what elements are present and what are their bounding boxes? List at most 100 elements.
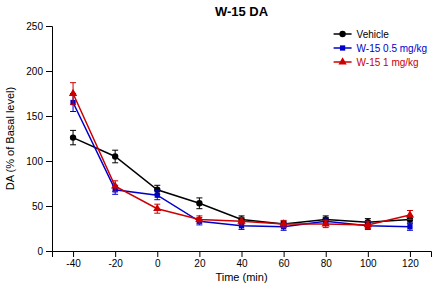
legend-label: W-15 0.5 mg/kg	[357, 43, 427, 54]
error-bar-cap	[112, 150, 118, 151]
y-tick-mark	[46, 71, 52, 72]
x-tick-label: 120	[402, 258, 419, 269]
x-tick: 0	[155, 251, 161, 269]
x-tick-mark	[284, 251, 285, 257]
x-tick-label: 100	[360, 258, 377, 269]
x-axis: -40-20020406080100120	[53, 251, 432, 269]
error-bar-cap	[407, 230, 413, 231]
x-tick-mark	[410, 251, 411, 257]
x-axis-title: Time (min)	[215, 271, 267, 283]
error-bar-cap	[323, 227, 329, 228]
y-tick: 150	[26, 111, 52, 122]
x-tick-label: -20	[108, 258, 123, 269]
series	[69, 83, 414, 229]
error-bar-cap	[323, 215, 329, 216]
y-tick-mark	[46, 161, 52, 162]
y-tick: 250	[26, 21, 52, 32]
error-bar-cap	[323, 217, 329, 218]
error-bar-cap	[239, 229, 245, 230]
error-bar-cap	[196, 197, 202, 198]
legend-label: W-15 1 mg/kg	[357, 57, 419, 68]
error-bar-cap	[112, 194, 118, 195]
error-bar-cap	[70, 82, 76, 83]
error-bar-cap	[112, 191, 118, 192]
error-bar	[112, 150, 118, 163]
error-bar-cap	[154, 190, 160, 191]
x-axis-line	[53, 252, 432, 258]
error-bar	[70, 130, 76, 144]
x-tick: 100	[360, 251, 377, 269]
error-bar-cap	[407, 223, 413, 224]
y-axis-line	[46, 27, 53, 252]
legend-item: W-15 1 mg/kg	[334, 57, 419, 68]
point	[155, 193, 160, 198]
x-tick-mark	[157, 251, 158, 257]
x-tick: 120	[402, 251, 419, 269]
chart-svg: -40-20020406080100120050100150200250Vehi…	[0, 0, 445, 287]
error-bar-cap	[70, 111, 76, 112]
x-tick-label: 0	[155, 258, 161, 269]
point	[195, 215, 203, 222]
error-bar-cap	[196, 208, 202, 209]
series-line	[73, 103, 410, 227]
series-line	[73, 94, 410, 225]
point	[406, 210, 414, 217]
y-tick-label: 200	[26, 66, 43, 77]
error-bar-cap	[196, 223, 202, 224]
error-bar-cap	[154, 213, 160, 214]
legend: Vehicle W-15 0.5 mg/kg W-15 1 mg/kg	[334, 29, 427, 68]
error-bar-cap	[281, 230, 287, 231]
y-tick: 50	[32, 201, 52, 212]
legend-swatch-marker	[340, 45, 345, 50]
x-tick: 60	[279, 251, 291, 269]
point	[69, 89, 77, 96]
legend-item: Vehicle	[334, 29, 390, 40]
point	[407, 224, 412, 229]
error-bar-cap	[70, 104, 76, 105]
y-tick-mark	[46, 116, 52, 117]
y-tick-mark	[46, 206, 52, 207]
point	[237, 216, 245, 223]
error-bar-cap	[196, 224, 202, 225]
x-tick-label: -40	[66, 258, 81, 269]
error-bar-cap	[281, 227, 287, 228]
y-tick-mark	[46, 26, 52, 27]
series	[70, 94, 413, 231]
error-bar	[196, 198, 202, 209]
x-tick-mark	[115, 251, 116, 257]
x-tick-mark	[326, 251, 327, 257]
error-bar-cap	[407, 223, 413, 224]
x-tick-mark	[368, 251, 369, 257]
point	[322, 219, 330, 226]
x-tick-mark	[73, 251, 74, 257]
point	[112, 153, 118, 159]
x-tick-mark	[199, 251, 200, 257]
point	[279, 219, 287, 226]
legend-swatch-marker	[338, 57, 346, 64]
chart-container: -40-20020406080100120050100150200250Vehi…	[0, 0, 445, 287]
error-bar-cap	[365, 229, 371, 230]
x-tick-label: 60	[279, 258, 291, 269]
legend-item: W-15 0.5 mg/kg	[334, 43, 427, 54]
y-tick-label: 250	[26, 21, 43, 32]
x-tick: 20	[194, 251, 206, 269]
x-tick: 40	[236, 251, 248, 269]
error-bar	[407, 223, 413, 230]
y-tick-label: 100	[26, 156, 43, 167]
y-axis: 0 50 100 150 200 250	[26, 21, 52, 257]
x-tick-label: 40	[236, 258, 248, 269]
series	[70, 130, 413, 227]
title: W-15 DA	[215, 4, 269, 19]
point	[70, 134, 76, 140]
error-bar-cap	[239, 224, 245, 225]
x-tick: -20	[108, 251, 123, 269]
y-tick-label: 0	[37, 246, 43, 257]
error-bar-cap	[407, 219, 413, 220]
y-tick: 200	[26, 66, 52, 77]
legend-label: Vehicle	[357, 29, 390, 40]
error-bar-cap	[365, 218, 371, 219]
error-bar-cap	[70, 144, 76, 145]
point	[364, 220, 372, 227]
error-bar-cap	[70, 130, 76, 131]
y-tick: 0	[37, 246, 52, 257]
